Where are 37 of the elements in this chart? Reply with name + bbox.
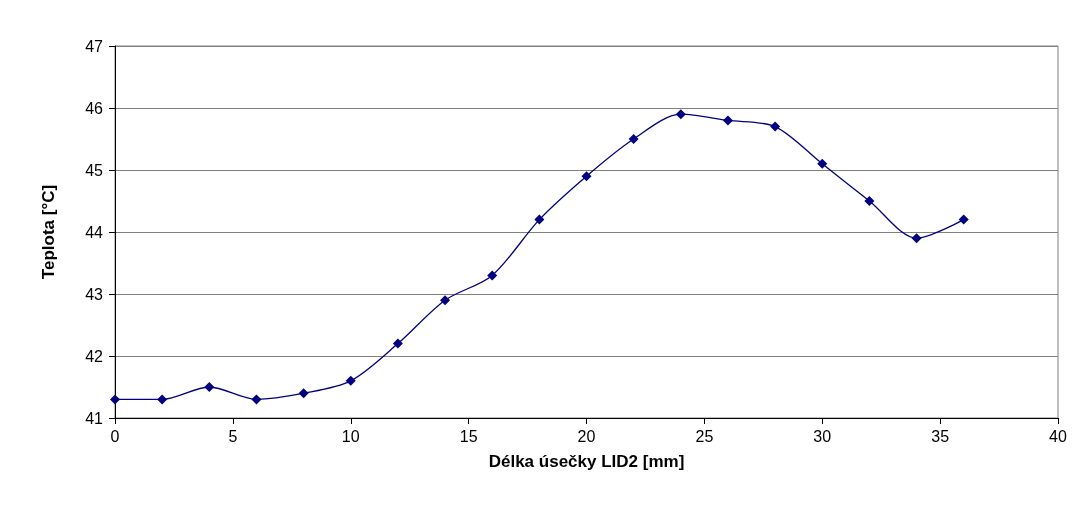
point [581, 171, 592, 182]
y-tick-label: 43 [85, 285, 104, 303]
point [722, 115, 733, 126]
y-tick-label: 46 [85, 99, 104, 117]
x-tick-label: 40 [1049, 427, 1067, 445]
y-tick-label: 47 [85, 37, 104, 55]
x-tick-label: 5 [228, 427, 238, 445]
point [251, 394, 262, 405]
x-tick-label: 25 [695, 427, 714, 445]
x-tick-label: 20 [577, 427, 596, 445]
y-tick-label: 41 [85, 409, 104, 427]
y-tick-label: 44 [85, 223, 104, 241]
point [911, 233, 922, 244]
point [110, 394, 120, 405]
point [157, 394, 168, 405]
y-tick-label: 42 [85, 347, 104, 365]
x-tick-label: 15 [459, 427, 478, 445]
point [864, 196, 875, 206]
point [345, 375, 356, 386]
x-axis-title: Délka úsečky LID2 [mm] [488, 452, 685, 471]
x-tick-label: 30 [813, 427, 832, 445]
point [675, 109, 686, 120]
point [440, 295, 451, 306]
point [770, 121, 781, 132]
y-axis-title: Teplota [°C] [39, 184, 58, 280]
y-tick-label: 45 [85, 161, 104, 179]
point [487, 270, 498, 281]
point [817, 158, 828, 169]
point [628, 134, 639, 144]
point [534, 214, 545, 225]
point [204, 382, 215, 392]
point [958, 214, 969, 225]
point [298, 388, 309, 399]
x-tick-label: 0 [110, 427, 120, 445]
point [392, 338, 403, 349]
x-tick-label: 35 [931, 427, 950, 445]
x-tick-label: 10 [341, 427, 360, 445]
